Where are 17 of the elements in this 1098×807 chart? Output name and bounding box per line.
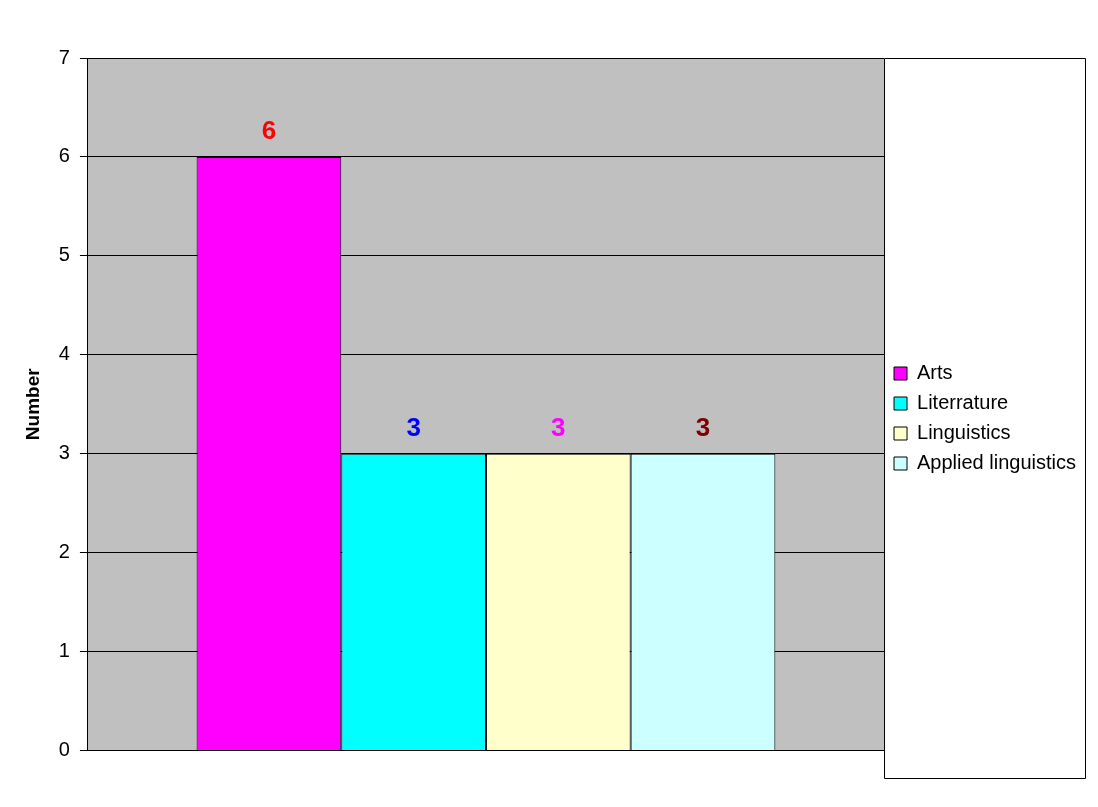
y-axis-title: Number (21, 367, 43, 441)
legend-label: Applied linguistics (917, 451, 1077, 474)
y-tick-label: 1 (58, 639, 70, 662)
y-tick-label: 3 (58, 441, 70, 464)
y-tick-label: 4 (58, 342, 70, 365)
legend-label: Arts (917, 361, 953, 384)
legend-label: Linguistics (917, 421, 1011, 444)
data-label: 3 (695, 411, 711, 442)
legend-label: Literrature (917, 391, 1009, 414)
y-tick-label: 0 (58, 738, 70, 761)
data-label: 3 (551, 411, 566, 442)
data-label: 6 (261, 115, 277, 146)
y-tick-label: 5 (58, 243, 70, 266)
y-tick-label: 7 (58, 45, 70, 68)
y-tick-label: 2 (58, 540, 70, 563)
y-tick-label: 6 (58, 144, 70, 167)
data-label: 3 (406, 411, 421, 442)
